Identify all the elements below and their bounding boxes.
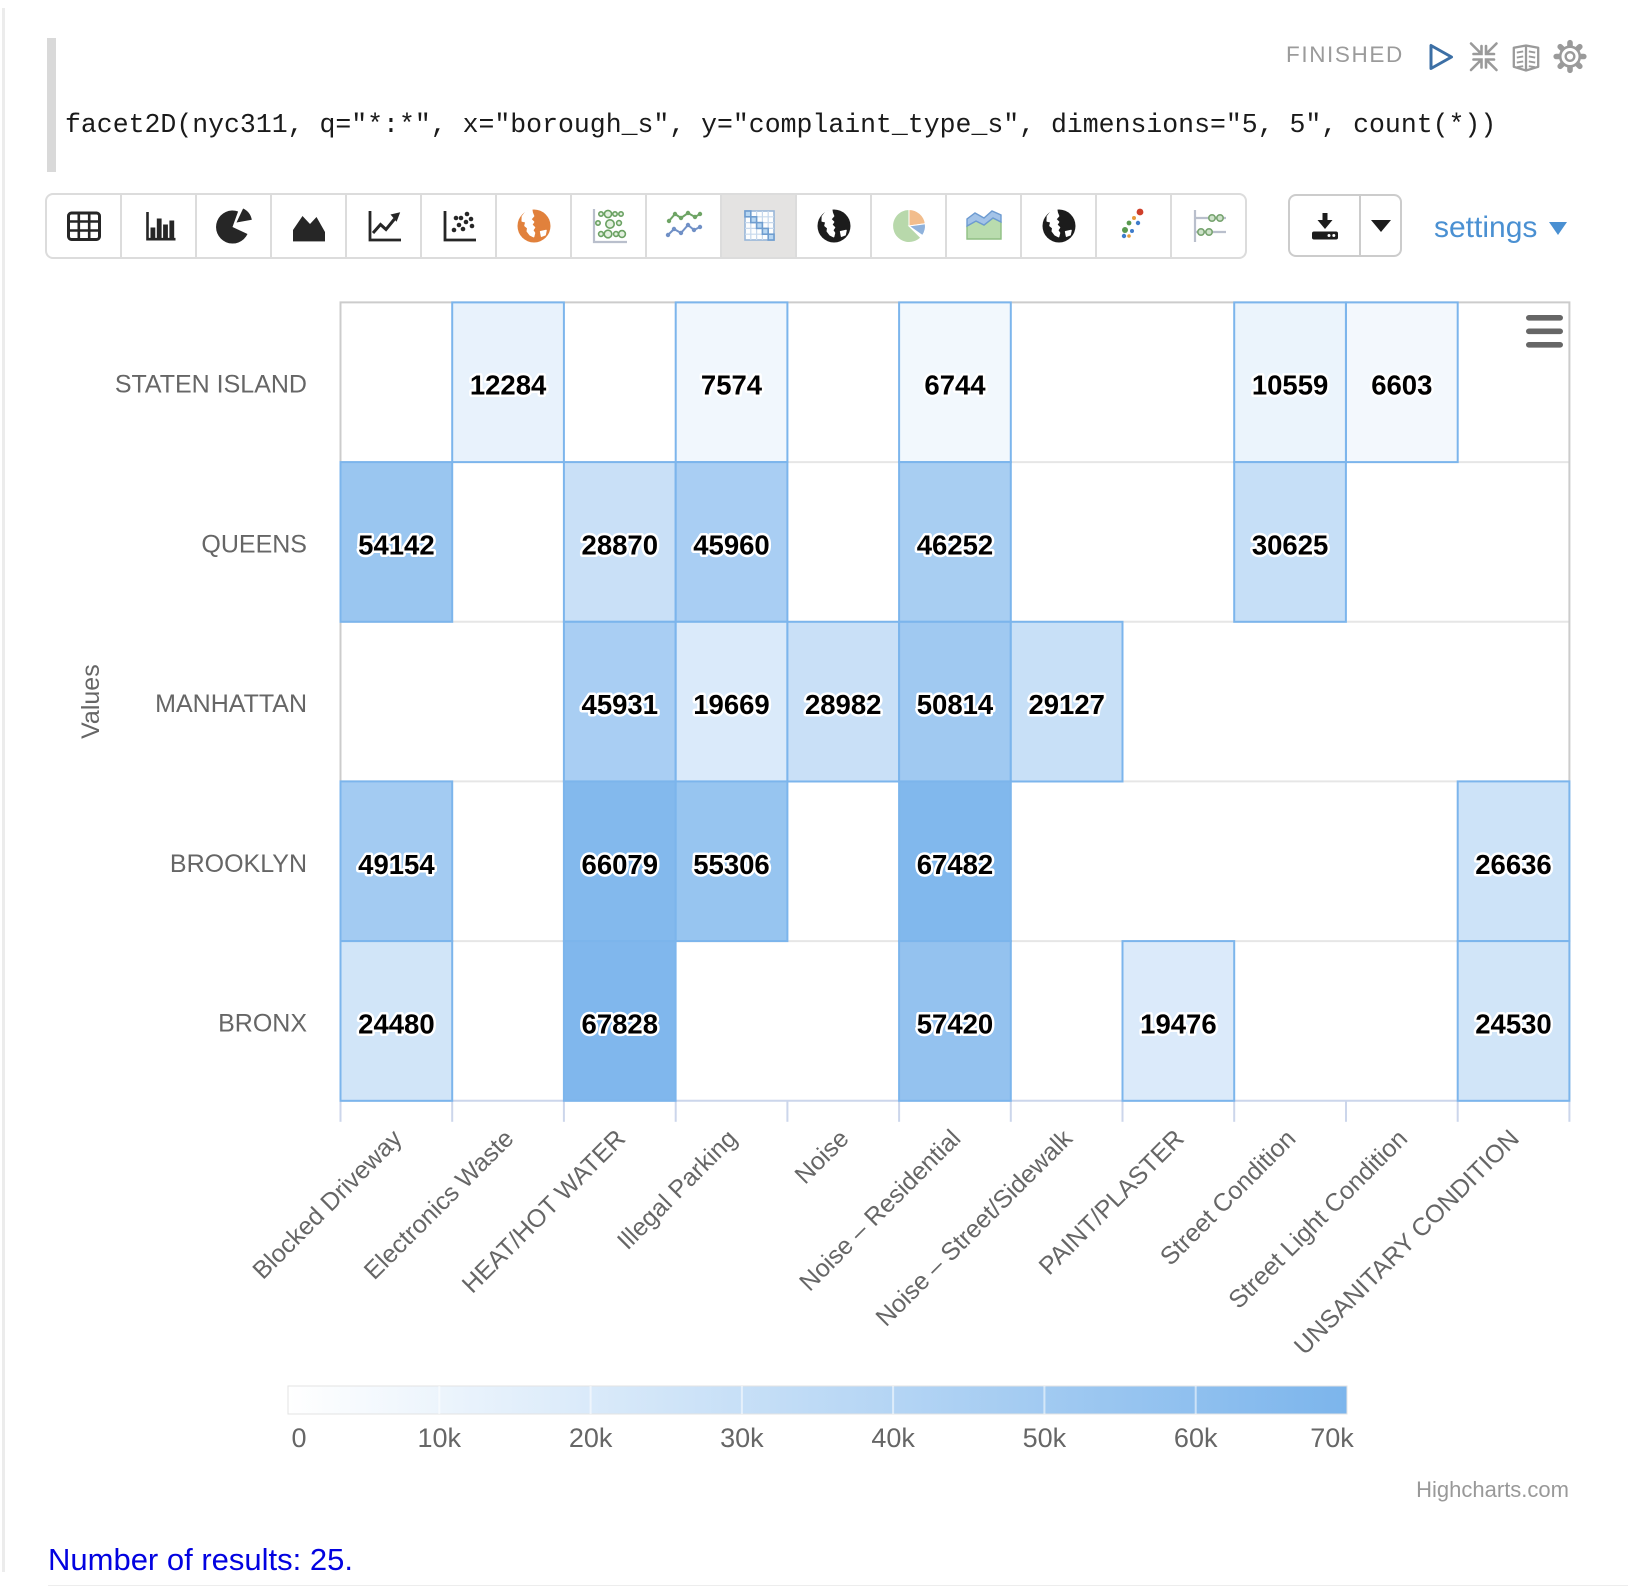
svg-text:20k: 20k: [569, 1423, 613, 1453]
svg-text:67828: 67828: [582, 1009, 658, 1040]
svg-text:45960: 45960: [693, 529, 769, 560]
svg-text:Values: Values: [77, 664, 105, 739]
svg-text:10559: 10559: [1252, 370, 1328, 401]
svg-text:24480: 24480: [358, 1009, 434, 1040]
svg-text:0: 0: [291, 1423, 306, 1453]
svg-text:28982: 28982: [805, 689, 881, 720]
svg-text:MANHATTAN: MANHATTAN: [155, 690, 307, 718]
svg-text:29127: 29127: [1028, 689, 1104, 720]
svg-text:30k: 30k: [720, 1423, 764, 1453]
svg-text:40k: 40k: [871, 1423, 915, 1453]
svg-text:12284: 12284: [470, 370, 547, 401]
svg-text:70k: 70k: [1310, 1423, 1354, 1453]
svg-text:67482: 67482: [917, 849, 993, 880]
svg-text:19476: 19476: [1140, 1009, 1216, 1040]
svg-text:6603: 6603: [1371, 370, 1432, 401]
svg-text:10k: 10k: [418, 1423, 462, 1453]
svg-text:60k: 60k: [1174, 1423, 1218, 1453]
svg-text:54142: 54142: [358, 529, 434, 560]
svg-text:50814: 50814: [917, 689, 994, 720]
svg-text:6744: 6744: [924, 370, 986, 401]
svg-text:46252: 46252: [917, 529, 993, 560]
svg-text:BROOKLYN: BROOKLYN: [170, 850, 307, 878]
svg-text:Illegal Parking: Illegal Parking: [612, 1124, 743, 1255]
svg-text:19669: 19669: [693, 689, 769, 720]
svg-text:QUEENS: QUEENS: [201, 530, 307, 558]
svg-text:28870: 28870: [582, 529, 658, 560]
svg-text:UNSANITARY CONDITION: UNSANITARY CONDITION: [1289, 1124, 1525, 1360]
svg-text:7574: 7574: [701, 370, 763, 401]
svg-text:49154: 49154: [358, 849, 435, 880]
svg-text:STATEN ISLAND: STATEN ISLAND: [115, 371, 307, 399]
svg-text:Noise – Street/Sidewalk: Noise – Street/Sidewalk: [870, 1124, 1078, 1332]
svg-text:30625: 30625: [1252, 529, 1328, 560]
svg-text:50k: 50k: [1023, 1423, 1067, 1453]
svg-text:57420: 57420: [917, 1009, 993, 1040]
svg-text:BRONX: BRONX: [218, 1010, 307, 1038]
svg-text:66079: 66079: [582, 849, 658, 880]
svg-text:24530: 24530: [1475, 1009, 1551, 1040]
svg-text:Noise: Noise: [789, 1124, 854, 1189]
svg-text:45931: 45931: [582, 689, 658, 720]
svg-text:55306: 55306: [693, 849, 769, 880]
svg-text:Highcharts.com: Highcharts.com: [1416, 1477, 1569, 1502]
svg-text:26636: 26636: [1475, 849, 1551, 880]
